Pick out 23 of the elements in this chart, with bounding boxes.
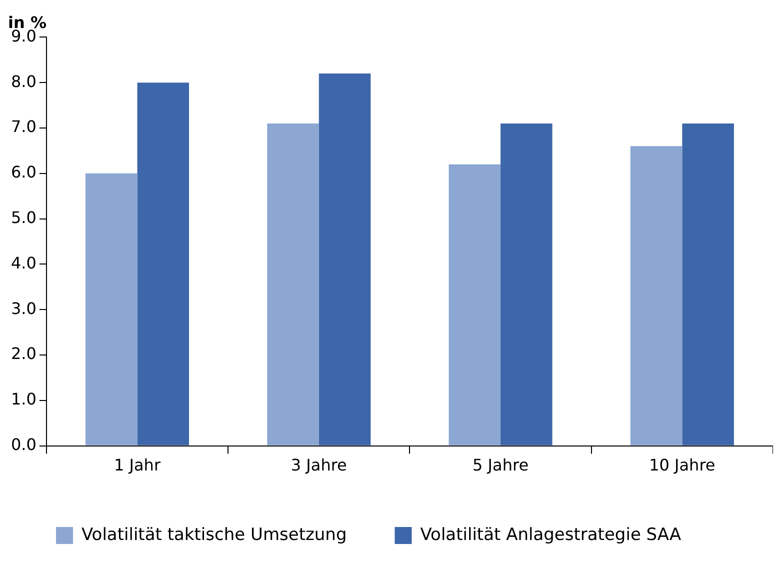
legend-label: Volatilität taktische Umsetzung — [82, 524, 347, 545]
bar — [267, 123, 319, 446]
y-tick-label: 6.0 — [10, 162, 36, 182]
y-tick-label: 3.0 — [10, 298, 36, 318]
bar — [500, 123, 552, 446]
x-tick-label: 10 Jahre — [649, 456, 716, 475]
bar — [448, 164, 501, 446]
y-tick-label: 7.0 — [10, 117, 36, 136]
y-tick-label: 8.0 — [10, 72, 36, 91]
y-tick-label: 2.0 — [10, 344, 36, 364]
bar — [630, 146, 682, 446]
x-tick-label: 3 Jahre — [290, 456, 347, 475]
bar — [86, 173, 138, 446]
y-tick-label: 0.0 — [10, 434, 36, 454]
bar — [318, 74, 371, 446]
y-tick-label: 4.0 — [10, 253, 36, 272]
legend-label: Volatilität Anlagestrategie SAA — [420, 524, 682, 545]
x-tick-label: 1 Jahr — [114, 456, 161, 475]
x-tick-label: 5 Jahre — [472, 456, 529, 475]
bar — [137, 82, 190, 446]
y-tick-label: 1.0 — [10, 390, 36, 409]
bar — [682, 123, 734, 446]
y-tick-label: 5.0 — [10, 208, 36, 227]
